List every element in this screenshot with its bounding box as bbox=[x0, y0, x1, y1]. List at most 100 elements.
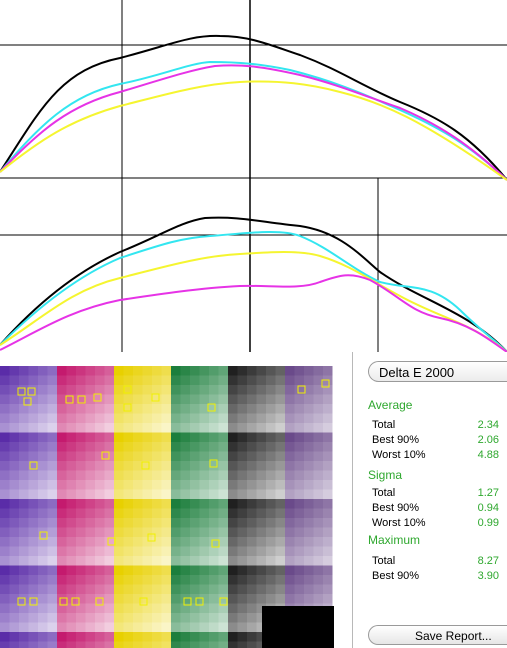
patch bbox=[142, 613, 152, 623]
patch bbox=[294, 366, 304, 376]
patch bbox=[294, 489, 304, 499]
patch bbox=[180, 641, 190, 648]
upper-magenta-curve bbox=[0, 64, 507, 181]
patch bbox=[237, 622, 247, 632]
patch bbox=[123, 594, 133, 604]
patch bbox=[247, 442, 257, 452]
patch bbox=[190, 603, 200, 613]
patch bbox=[218, 423, 228, 433]
patch bbox=[133, 366, 143, 376]
patch bbox=[133, 413, 143, 423]
patch bbox=[247, 366, 257, 376]
patch bbox=[266, 404, 276, 414]
patch bbox=[180, 442, 190, 452]
patch bbox=[190, 451, 200, 461]
patch bbox=[57, 385, 67, 395]
patch bbox=[237, 594, 247, 604]
patch bbox=[19, 442, 29, 452]
patch bbox=[152, 423, 162, 433]
patch bbox=[95, 394, 105, 404]
patch bbox=[123, 394, 133, 404]
metric-select[interactable]: Delta E 2000 bbox=[368, 361, 507, 382]
patch bbox=[228, 375, 238, 385]
patch bbox=[161, 413, 171, 423]
patch bbox=[104, 394, 114, 404]
patch bbox=[285, 451, 295, 461]
patch bbox=[19, 613, 29, 623]
error-marker bbox=[209, 459, 218, 468]
patch bbox=[28, 603, 38, 613]
patch bbox=[237, 404, 247, 414]
patch bbox=[285, 461, 295, 471]
patch bbox=[0, 480, 10, 490]
patch bbox=[47, 470, 57, 480]
patch bbox=[142, 451, 152, 461]
patch bbox=[76, 404, 86, 414]
patch bbox=[209, 537, 219, 547]
patch bbox=[171, 499, 181, 509]
patch bbox=[275, 366, 285, 376]
patch bbox=[95, 489, 105, 499]
patch bbox=[57, 366, 67, 376]
patch bbox=[19, 632, 29, 642]
patch bbox=[133, 423, 143, 433]
patch bbox=[161, 622, 171, 632]
stat-label: Worst 10% bbox=[372, 517, 426, 529]
patch bbox=[313, 366, 323, 376]
patch bbox=[275, 556, 285, 566]
patch bbox=[228, 508, 238, 518]
patch bbox=[133, 375, 143, 385]
patch bbox=[323, 366, 333, 376]
patch bbox=[104, 499, 114, 509]
patch bbox=[180, 385, 190, 395]
patch bbox=[313, 584, 323, 594]
patch bbox=[66, 508, 76, 518]
patch bbox=[294, 537, 304, 547]
patch bbox=[123, 575, 133, 585]
patch bbox=[218, 518, 228, 528]
patch bbox=[266, 489, 276, 499]
patch bbox=[266, 442, 276, 452]
patch bbox=[190, 432, 200, 442]
patch bbox=[57, 470, 67, 480]
patch bbox=[218, 489, 228, 499]
patch bbox=[104, 603, 114, 613]
patch bbox=[152, 565, 162, 575]
patch bbox=[133, 537, 143, 547]
patch bbox=[313, 432, 323, 442]
patch bbox=[123, 480, 133, 490]
patch bbox=[142, 404, 152, 414]
patch bbox=[38, 404, 48, 414]
patch bbox=[171, 518, 181, 528]
patch bbox=[228, 518, 238, 528]
patch bbox=[142, 366, 152, 376]
patch bbox=[85, 442, 95, 452]
patch bbox=[123, 622, 133, 632]
patch bbox=[76, 442, 86, 452]
patch bbox=[28, 489, 38, 499]
patch bbox=[275, 508, 285, 518]
save-report-button[interactable]: Save Report... bbox=[368, 625, 507, 645]
patch bbox=[0, 565, 10, 575]
patch bbox=[57, 499, 67, 509]
patch bbox=[199, 480, 209, 490]
patch bbox=[304, 565, 314, 575]
stat-label: Best 90% bbox=[372, 434, 420, 446]
patch bbox=[9, 641, 19, 648]
patch bbox=[47, 499, 57, 509]
patch bbox=[133, 518, 143, 528]
patch bbox=[85, 565, 95, 575]
patch bbox=[266, 508, 276, 518]
patch bbox=[28, 470, 38, 480]
patch bbox=[76, 508, 86, 518]
patch bbox=[133, 442, 143, 452]
patch bbox=[9, 518, 19, 528]
patch bbox=[9, 499, 19, 509]
patch bbox=[304, 489, 314, 499]
patch bbox=[57, 489, 67, 499]
patch bbox=[76, 413, 86, 423]
patch bbox=[38, 603, 48, 613]
patch bbox=[313, 442, 323, 452]
patch bbox=[104, 385, 114, 395]
patch bbox=[85, 508, 95, 518]
